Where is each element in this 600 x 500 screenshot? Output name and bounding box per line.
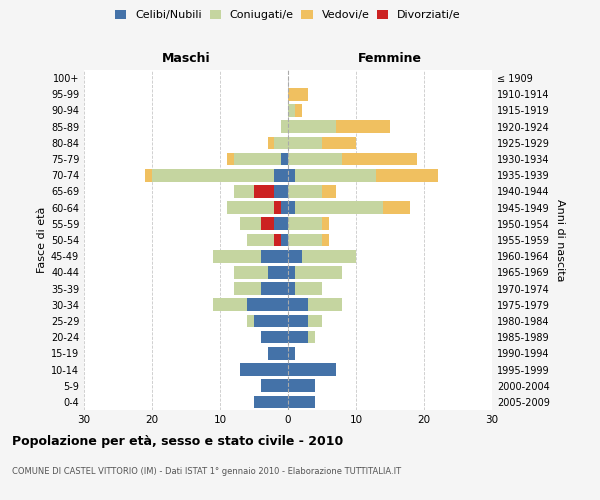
Bar [288,169,295,181]
Bar [288,331,308,344]
Bar [254,314,288,328]
Bar [288,234,322,246]
Bar [241,363,288,376]
Bar [281,120,288,133]
Bar [261,331,288,344]
Bar [145,169,152,181]
Bar [254,396,288,408]
Bar [274,202,281,214]
Bar [233,282,261,295]
Bar [295,282,322,295]
Bar [233,185,274,198]
Bar [274,185,288,198]
Bar [274,234,281,246]
Bar [288,120,335,133]
Bar [288,104,295,117]
Text: Popolazione per età, sesso e stato civile - 2010: Popolazione per età, sesso e stato civil… [12,435,343,448]
Bar [288,363,335,376]
Bar [288,380,315,392]
Bar [288,185,322,198]
Bar [308,314,322,328]
Bar [335,120,390,133]
Bar [288,202,295,214]
Bar [233,266,268,278]
Bar [213,250,261,262]
Bar [261,218,274,230]
Bar [295,169,376,181]
Bar [274,169,288,181]
Bar [261,250,288,262]
Bar [288,282,295,295]
Bar [233,152,281,166]
Bar [241,218,274,230]
Bar [281,202,288,214]
Bar [288,396,315,408]
Bar [343,152,417,166]
Bar [322,218,329,230]
Bar [322,136,356,149]
Bar [295,104,302,117]
Bar [295,202,383,214]
Bar [288,347,295,360]
Bar [247,314,254,328]
Bar [302,250,356,262]
Text: Maschi: Maschi [161,52,211,65]
Bar [308,298,343,311]
Bar [383,202,410,214]
Bar [288,250,302,262]
Y-axis label: Fasce di età: Fasce di età [37,207,47,273]
Bar [152,169,274,181]
Bar [213,298,247,311]
Bar [322,234,329,246]
Bar [288,298,308,311]
Text: COMUNE DI CASTEL VITTORIO (IM) - Dati ISTAT 1° gennaio 2010 - Elaborazione TUTTI: COMUNE DI CASTEL VITTORIO (IM) - Dati IS… [12,468,401,476]
Bar [376,169,437,181]
Bar [274,136,288,149]
Bar [295,266,343,278]
Text: Femmine: Femmine [358,52,422,65]
Bar [261,380,288,392]
Bar [288,136,322,149]
Bar [322,185,335,198]
Y-axis label: Anni di nascita: Anni di nascita [555,198,565,281]
Bar [288,266,295,278]
Bar [247,234,281,246]
Bar [308,331,315,344]
Bar [227,202,281,214]
Bar [268,266,288,278]
Bar [268,136,274,149]
Bar [288,314,308,328]
Bar [288,152,343,166]
Bar [247,298,288,311]
Bar [268,347,288,360]
Bar [227,152,233,166]
Bar [288,88,308,101]
Bar [274,218,288,230]
Bar [288,218,322,230]
Bar [254,185,274,198]
Bar [281,152,288,166]
Legend: Celibi/Nubili, Coniugati/e, Vedovi/e, Divorziati/e: Celibi/Nubili, Coniugati/e, Vedovi/e, Di… [111,6,465,25]
Bar [281,234,288,246]
Bar [261,282,288,295]
